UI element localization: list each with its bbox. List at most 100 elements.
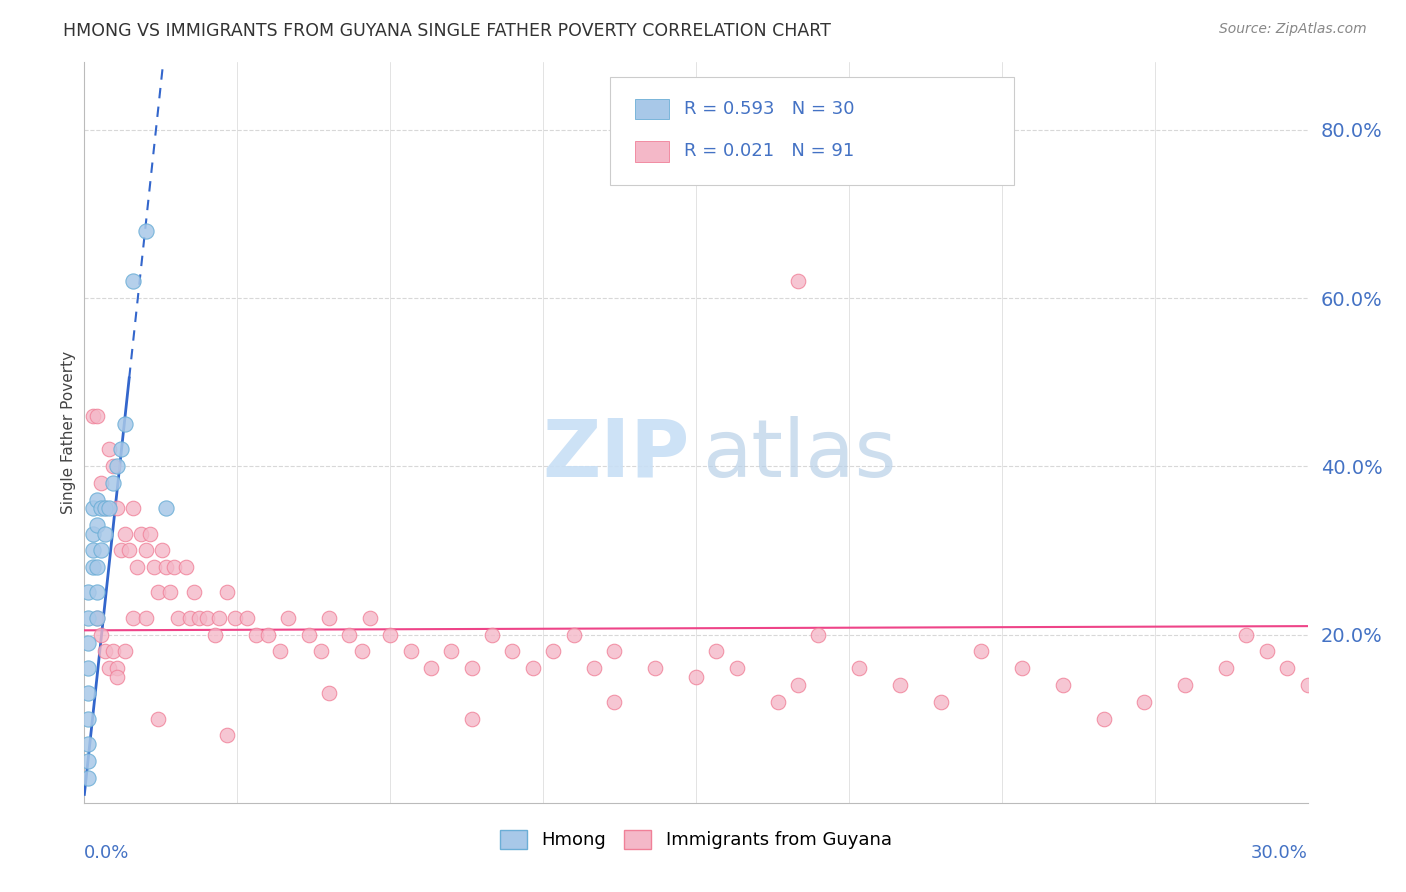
Point — [93, 526, 115, 541]
Point — [77, 610, 100, 624]
Point — [159, 585, 181, 599]
Point — [86, 518, 108, 533]
Point — [603, 695, 626, 709]
Point — [889, 678, 911, 692]
Point — [970, 644, 993, 658]
Point — [118, 543, 141, 558]
Text: ZIP: ZIP — [543, 416, 690, 494]
Point — [86, 409, 108, 423]
Legend: Hmong, Immigrants from Guyana: Hmong, Immigrants from Guyana — [494, 823, 898, 856]
Point — [174, 560, 197, 574]
Point — [562, 627, 585, 641]
Point — [399, 644, 422, 658]
Point — [122, 610, 145, 624]
Point — [1092, 712, 1115, 726]
Text: R = 0.021   N = 91: R = 0.021 N = 91 — [683, 143, 853, 161]
Point — [142, 560, 165, 574]
Point — [1215, 661, 1237, 675]
Point — [309, 644, 332, 658]
Point — [97, 501, 120, 516]
Point — [90, 627, 112, 641]
Point — [1236, 627, 1258, 641]
Point — [481, 627, 503, 641]
Point — [461, 661, 484, 675]
Point — [195, 610, 218, 624]
Point — [179, 610, 201, 624]
Point — [685, 670, 707, 684]
Text: atlas: atlas — [702, 416, 897, 494]
Point — [217, 729, 239, 743]
Point — [163, 560, 186, 574]
Point — [122, 274, 145, 288]
Point — [1052, 678, 1074, 692]
Point — [93, 644, 115, 658]
Point — [86, 492, 108, 507]
Point — [359, 610, 381, 624]
Point — [77, 686, 100, 700]
Point — [257, 627, 280, 641]
FancyBboxPatch shape — [610, 78, 1014, 185]
Point — [155, 560, 177, 574]
Point — [135, 610, 157, 624]
Text: 30.0%: 30.0% — [1251, 844, 1308, 862]
Point — [236, 610, 259, 624]
Point — [77, 771, 100, 785]
Point — [1296, 678, 1319, 692]
Point — [787, 274, 810, 288]
Point — [277, 610, 299, 624]
Point — [146, 712, 169, 726]
Point — [86, 610, 108, 624]
Point — [155, 501, 177, 516]
Point — [90, 543, 112, 558]
Point — [1133, 695, 1156, 709]
Bar — [636, 141, 669, 161]
Point — [77, 712, 100, 726]
Point — [208, 610, 231, 624]
Point — [86, 560, 108, 574]
Point — [135, 543, 157, 558]
Point — [110, 543, 132, 558]
Text: R = 0.593   N = 30: R = 0.593 N = 30 — [683, 100, 855, 118]
Point — [150, 543, 173, 558]
Point — [1011, 661, 1033, 675]
Point — [167, 610, 190, 624]
Point — [101, 459, 124, 474]
Point — [217, 585, 239, 599]
Point — [82, 526, 104, 541]
Point — [90, 476, 112, 491]
Point — [522, 661, 544, 675]
Point — [766, 695, 789, 709]
Point — [543, 644, 565, 658]
Point — [114, 644, 136, 658]
Point — [603, 644, 626, 658]
Point — [350, 644, 373, 658]
Point — [114, 417, 136, 432]
Point — [725, 661, 748, 675]
Point — [146, 585, 169, 599]
Text: Source: ZipAtlas.com: Source: ZipAtlas.com — [1219, 22, 1367, 37]
Point — [97, 661, 120, 675]
Point — [461, 712, 484, 726]
Point — [502, 644, 524, 658]
Point — [644, 661, 666, 675]
Point — [929, 695, 952, 709]
Point — [105, 501, 128, 516]
Point — [86, 610, 108, 624]
Point — [105, 661, 128, 675]
Point — [298, 627, 321, 641]
Point — [82, 560, 104, 574]
Text: 0.0%: 0.0% — [84, 844, 129, 862]
Point — [440, 644, 463, 658]
Point — [420, 661, 443, 675]
Point — [77, 636, 100, 650]
Point — [90, 501, 112, 516]
Point — [97, 442, 120, 457]
Point — [82, 501, 104, 516]
Point — [787, 678, 810, 692]
Point — [93, 501, 115, 516]
Point — [138, 526, 160, 541]
Point — [82, 543, 104, 558]
Point — [380, 627, 402, 641]
Point — [706, 644, 728, 658]
Point — [77, 585, 100, 599]
